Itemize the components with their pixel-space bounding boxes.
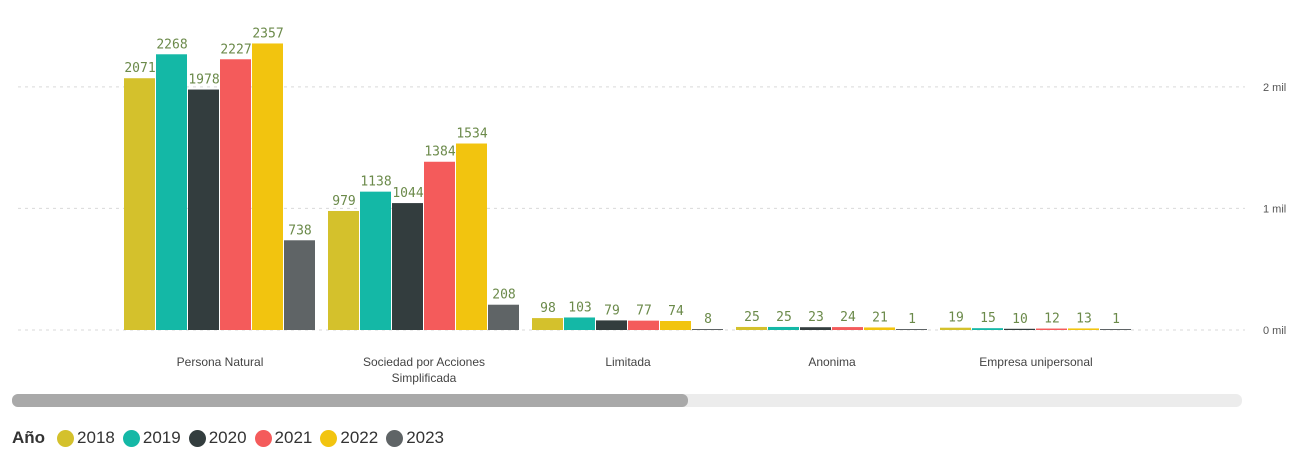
category-label: Sociedad por Acciones (363, 355, 485, 369)
data-label: 12 (1044, 312, 1060, 327)
bar-2018 (328, 210, 359, 330)
legend-item-2019[interactable]: 2019 (122, 428, 181, 448)
category-label: Limitada (605, 355, 651, 369)
data-label: 13 (1076, 311, 1092, 326)
bar-2022 (660, 321, 691, 330)
data-label: 2357 (252, 26, 283, 41)
data-label: 24 (840, 310, 856, 325)
bar-2018 (124, 78, 155, 330)
bar-2021 (424, 161, 455, 330)
data-label: 1044 (392, 186, 423, 201)
data-label: 77 (636, 304, 652, 319)
legend-label: 2019 (142, 428, 181, 447)
bar-2022 (864, 327, 895, 330)
data-label: 2268 (156, 37, 187, 52)
bar-2020 (188, 89, 219, 330)
bar-2021 (220, 59, 251, 331)
legend-title: Año (12, 428, 46, 447)
data-label: 25 (744, 310, 760, 325)
data-label: 1978 (188, 73, 219, 88)
data-label: 79 (604, 303, 620, 318)
bar-2018 (940, 327, 971, 330)
legend-item-2022[interactable]: 2022 (320, 428, 378, 448)
legend-label: 2022 (340, 428, 379, 447)
legend-dot-icon (57, 429, 75, 447)
bar-2020 (800, 327, 831, 330)
data-label: 25 (776, 310, 792, 325)
legend-label: 2018 (77, 428, 115, 447)
bar-2021 (832, 327, 863, 330)
bar-2023 (1100, 329, 1131, 330)
data-label: 979 (332, 194, 355, 209)
bar-2019 (972, 328, 1003, 330)
bar-2020 (392, 203, 423, 330)
legend: Año 2018 2019 2020 2021 2022 2023 (12, 426, 452, 450)
bar-2023 (488, 304, 519, 330)
data-label: 21 (872, 310, 888, 325)
data-label: 98 (540, 301, 556, 316)
horizontal-scrollbar-thumb[interactable] (12, 394, 688, 407)
bar-2022 (456, 143, 487, 330)
bar-2023 (284, 240, 315, 330)
bar-2023 (896, 329, 927, 330)
bar-2022 (252, 43, 283, 331)
legend-dot-icon (320, 429, 338, 447)
category-label: Anonima (808, 355, 856, 369)
bar-2020 (596, 320, 627, 330)
bar-2018 (532, 318, 563, 330)
bar-2019 (360, 191, 391, 330)
data-label: 2227 (220, 42, 251, 57)
data-label: 1 (908, 312, 916, 327)
category-label: Persona Natural (177, 355, 264, 369)
legend-dot-icon (188, 429, 206, 447)
legend-dot-icon (122, 429, 140, 447)
data-label: 74 (668, 304, 684, 319)
data-label: 10 (1012, 312, 1028, 327)
data-label: 738 (288, 223, 311, 238)
bar-2022 (1068, 328, 1099, 330)
legend-dot-icon (386, 429, 404, 447)
y-tick-label: 1 mil (1263, 203, 1286, 215)
data-label: 8 (704, 312, 712, 327)
category-label: Empresa unipersonal (979, 355, 1092, 369)
bar-2019 (564, 317, 595, 330)
data-label: 1384 (424, 145, 455, 160)
data-label: 23 (808, 310, 824, 325)
legend-item-2018[interactable]: 2018 (57, 428, 115, 448)
data-label: 19 (948, 311, 964, 326)
data-label: 103 (568, 300, 591, 315)
data-label: 208 (492, 288, 515, 303)
legend-item-2023[interactable]: 2023 (386, 428, 444, 448)
data-label: 2071 (124, 61, 155, 76)
data-label: 1 (1112, 312, 1120, 327)
data-label: 15 (980, 311, 996, 326)
category-label: Simplificada (392, 371, 457, 385)
y-tick-label: 2 mil (1263, 82, 1286, 94)
data-label: 1534 (456, 127, 487, 142)
bar-2019 (156, 54, 187, 331)
legend-dot-icon (254, 429, 272, 447)
bar-2018 (736, 326, 767, 330)
bar-2021 (1036, 328, 1067, 330)
legend-label: 2020 (208, 428, 247, 447)
bar-2023 (692, 329, 723, 330)
legend-label: 2021 (274, 428, 313, 447)
legend-item-2020[interactable]: 2020 (188, 428, 247, 448)
legend-item-2021[interactable]: 2021 (254, 428, 313, 448)
y-tick-label: 0 mil (1263, 325, 1286, 337)
bar-2020 (1004, 328, 1035, 330)
bar-2019 (768, 326, 799, 330)
data-label: 1138 (360, 175, 391, 190)
legend-label: 2023 (406, 428, 445, 447)
bar-2021 (628, 320, 659, 330)
